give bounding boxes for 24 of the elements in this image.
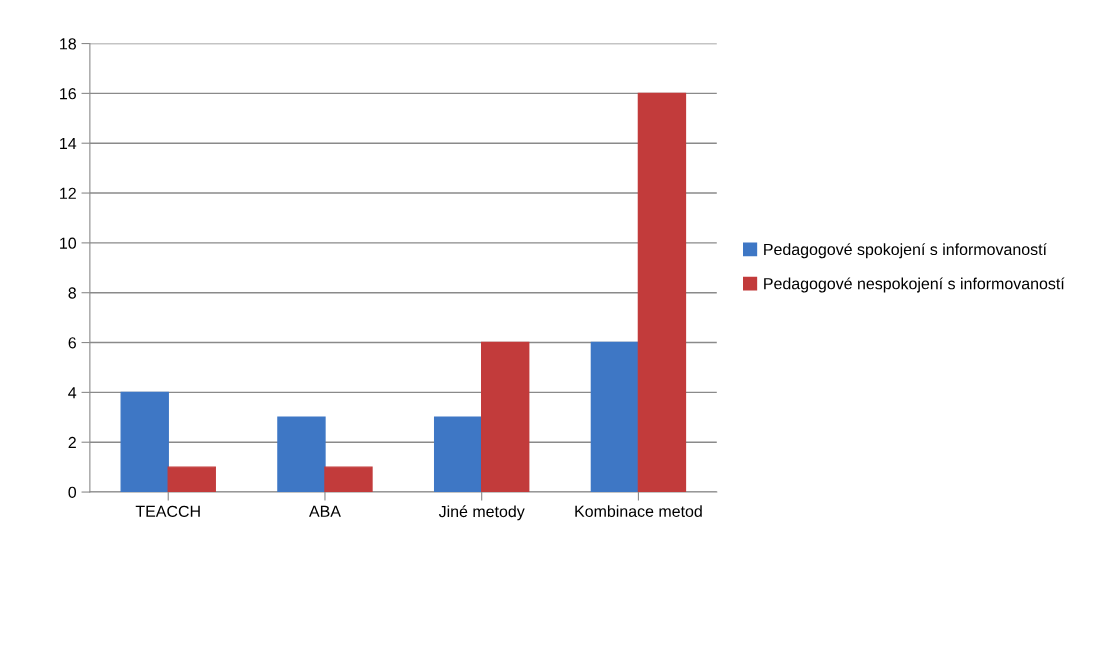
bar [637, 92, 687, 493]
y-tick-label: 16 [60, 88, 76, 100]
x-tick-label: Jiné metody [438, 505, 525, 521]
y-tick-label: 14 [60, 138, 77, 149]
y-tick-label: 4 [68, 387, 77, 399]
bar [167, 466, 216, 493]
x-tick-label: TEACCH [135, 505, 200, 517]
legend-label: Pedagogové spokojení s informovaností [764, 243, 1047, 259]
bar [433, 416, 483, 493]
bar [277, 416, 326, 493]
y-tick-label: 10 [60, 237, 77, 249]
y-tick-label: 2 [68, 436, 76, 448]
y-tick-label: 12 [60, 187, 76, 199]
bar [590, 341, 640, 493]
x-tick-label: Kombinace metod [575, 505, 702, 517]
bar [480, 341, 530, 493]
y-tick-label: 18 [60, 38, 76, 50]
bar [120, 391, 169, 493]
y-tick-label: 0 [68, 486, 77, 498]
y-tick-label: 8 [68, 287, 76, 299]
bar [324, 466, 373, 493]
legend-label: Pedagogové nespokojení s informovaností [764, 277, 1065, 293]
y-tick-label: 6 [68, 337, 76, 349]
x-tick-label: ABA [309, 505, 341, 517]
